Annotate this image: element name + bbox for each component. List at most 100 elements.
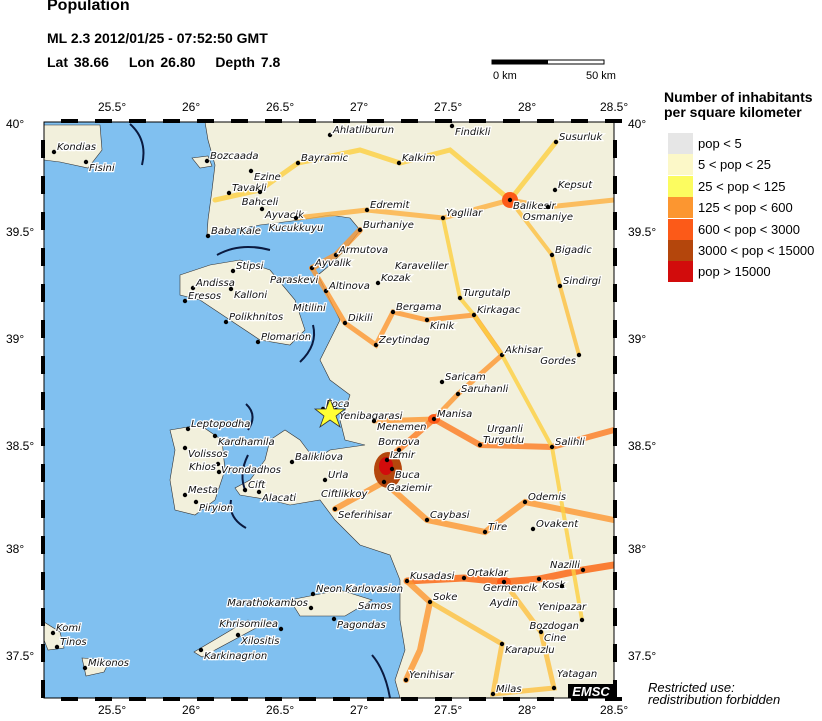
lon-tick-label: 27°	[350, 703, 369, 717]
city-dot-icon	[255, 339, 261, 345]
city-dot-icon	[553, 139, 559, 145]
city-label: Ciftlikkoy	[321, 489, 368, 500]
city-dot-icon	[50, 630, 56, 636]
lon-tick-label: 28.5°	[600, 100, 629, 114]
city-label: Susurluk	[559, 132, 603, 143]
frame-dash	[613, 392, 617, 410]
city-dot-icon	[364, 207, 370, 213]
city-dot-icon	[216, 469, 222, 475]
city-label: Altinova	[328, 281, 370, 292]
city-marker: Edremit	[364, 199, 412, 213]
frame-dash	[503, 119, 520, 123]
tinos-island	[44, 621, 65, 651]
frame-dash	[333, 119, 350, 123]
city-label: Gordes	[540, 356, 576, 367]
city-label: Neon Karlovasion	[316, 584, 403, 595]
city-label: Kucukkuyu	[269, 223, 324, 234]
city-marker: Altinova	[323, 280, 371, 294]
city-marker: Germencik	[482, 582, 540, 595]
city-label: Izmir	[390, 450, 416, 461]
city-marker: Leptopodha	[185, 418, 252, 432]
lon-tick-label: 25.5°	[98, 100, 127, 114]
lat-tick-label: 38°	[628, 542, 647, 556]
city-marker: Kalloni	[228, 286, 269, 302]
frame-dash	[613, 284, 617, 302]
city-label: Paraskevi	[270, 275, 318, 286]
city-marker: Milas	[490, 683, 523, 697]
city-label: Volissos	[188, 449, 228, 460]
frame-dash	[613, 320, 617, 338]
city-marker: Khrisomilea	[218, 618, 284, 632]
city-label: Khrisomilea	[219, 619, 278, 630]
legend-item: 25 < pop < 125	[668, 175, 822, 197]
city-dot-icon	[228, 286, 234, 292]
city-dot-icon	[333, 252, 339, 258]
city-dot-icon	[185, 426, 191, 432]
lat-tick-label: 37.5°	[6, 649, 35, 663]
city-label: Saruhanli	[461, 384, 509, 395]
city-marker: Bornova	[377, 436, 421, 453]
legend-label: 125 < pop < 600	[698, 200, 793, 216]
city-dot-icon	[545, 204, 551, 210]
lat-tick-label: 37.5°	[628, 649, 657, 663]
city-label: Dikili	[348, 313, 373, 324]
city-label: Ahlatliburun	[332, 125, 394, 136]
frame-dash	[163, 119, 180, 123]
city-label: Kirkagac	[477, 305, 521, 316]
city-marker: Ezine	[248, 168, 282, 184]
city-label: Menemen	[377, 422, 427, 433]
city-dot-icon	[309, 265, 315, 271]
city-dot-icon	[54, 644, 60, 650]
legend-title-line2: per square kilometer	[664, 104, 802, 120]
city-marker: Stipsi	[230, 260, 265, 273]
city-dot-icon	[549, 252, 555, 258]
city-dot-icon	[278, 626, 284, 632]
city-label: Nazilli	[550, 560, 580, 571]
mainland-turkey	[204, 122, 614, 698]
city-dot-icon	[552, 187, 558, 193]
city-dot-icon	[257, 189, 263, 195]
city-label: Kusadasi	[410, 571, 455, 582]
lat-tick-label: 39°	[6, 332, 25, 346]
city-label: Piryion	[199, 503, 233, 514]
city-dot-icon	[256, 489, 262, 495]
fault-lines	[129, 123, 391, 698]
frame-dash	[613, 608, 617, 626]
city-label: Cift	[248, 480, 266, 491]
city-marker: Mikonos	[82, 657, 130, 671]
city-marker: Balikesir	[507, 197, 558, 213]
city-label: Salihli	[555, 437, 585, 448]
city-dot-icon	[375, 280, 381, 286]
frame-dash	[435, 119, 452, 123]
frame-dash	[333, 697, 350, 701]
frame-dash	[265, 697, 282, 701]
legend-label: pop < 5	[698, 136, 742, 151]
city-label: Ovakent	[536, 519, 579, 530]
lon-tick-label: 26°	[182, 100, 201, 114]
frame-dash	[41, 140, 45, 158]
city-dot-icon	[182, 492, 188, 498]
city-dot-icon	[424, 517, 430, 523]
frame-dash	[129, 697, 146, 701]
city-marker: Kondias	[51, 141, 97, 154]
frame-dash	[613, 680, 617, 698]
city-dot-icon	[223, 319, 229, 325]
lon-tick-label: 26.5°	[266, 100, 295, 114]
legend-swatch	[668, 154, 693, 176]
lon-tick-label: 27°	[350, 100, 369, 114]
frame-dash	[613, 356, 617, 374]
city-dot-icon	[580, 567, 586, 573]
frame-dash	[41, 176, 45, 194]
city-dot-icon	[396, 160, 402, 166]
frame-dash	[613, 572, 617, 590]
city-dot-icon	[323, 288, 329, 294]
frame-dash	[95, 119, 112, 123]
city-label: Vrondadhos	[221, 465, 281, 476]
frame-dash	[41, 320, 45, 338]
city-marker: Findikli	[449, 123, 492, 139]
frame-dash	[613, 212, 617, 230]
frame-dash	[613, 464, 617, 482]
city-marker: Turgutalp	[457, 287, 512, 300]
lat-tick-label: 40°	[6, 117, 25, 131]
legend-item: pop < 5	[668, 133, 822, 154]
